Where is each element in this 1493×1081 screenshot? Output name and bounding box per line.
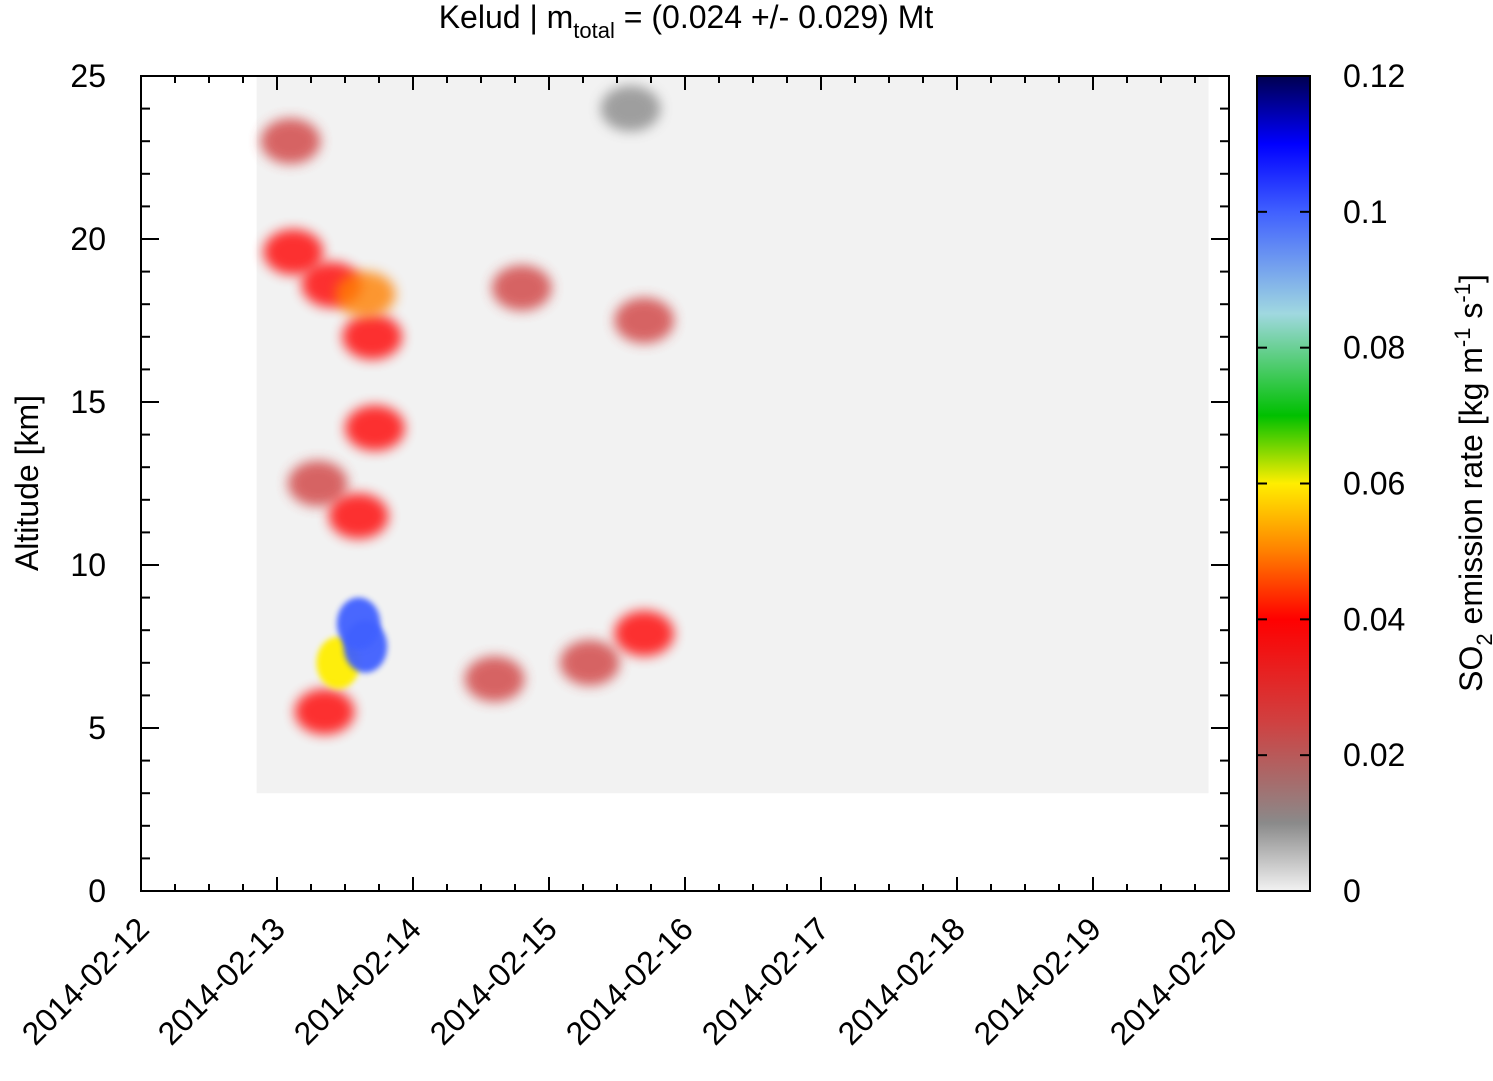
heatmap-cell (287, 460, 348, 507)
heatmap-cell (345, 405, 405, 451)
colorbar-tick-label: 0 (1343, 873, 1361, 909)
colorbar-label: SO2 emission rate [kg m-1 s-1] (1450, 274, 1493, 692)
x-tick-label: 2014-02-17 (695, 910, 836, 1051)
heatmap-cell (260, 118, 321, 165)
heatmap-cell (491, 265, 552, 311)
heatmap-cell (328, 493, 389, 539)
heatmap-cell (464, 656, 525, 702)
y-axis-ticks: 0 5 10 15 20 25 (70, 58, 1229, 909)
x-tick-label: 2014-02-18 (831, 910, 972, 1051)
heatmap-cell (263, 229, 324, 275)
colorbar-tick-label: 0.02 (1343, 737, 1405, 773)
heatmap-cell (336, 597, 381, 650)
heatmap-plot-area (256, 76, 1209, 794)
y-tick-label: 5 (88, 710, 106, 746)
y-tick-label: 25 (70, 58, 106, 94)
y-tick-label: 10 (70, 547, 106, 583)
colorbar-tick-label: 0.12 (1343, 58, 1405, 94)
y-tick-label: 15 (70, 384, 106, 420)
x-tick-label: 2014-02-16 (559, 910, 700, 1051)
x-tick-label: 2014-02-14 (287, 910, 428, 1051)
heatmap-cell (614, 610, 675, 657)
x-tick-label: 2014-02-12 (15, 910, 156, 1051)
y-tick-label: 20 (70, 221, 106, 257)
colorbar-tick-label: 0.04 (1343, 601, 1405, 637)
heatmap-background (256, 76, 1209, 794)
y-tick-label: 0 (88, 873, 106, 909)
colorbar-tick-label: 0.08 (1343, 330, 1405, 366)
heatmap-cell (600, 85, 661, 132)
heatmap-cell (559, 639, 620, 686)
heatmap-cell (614, 297, 675, 344)
heatmap-cell (342, 313, 403, 360)
x-tick-label: 2014-02-13 (151, 910, 292, 1051)
x-tick-label: 2014-02-20 (1103, 910, 1244, 1051)
x-tick-label: 2014-02-19 (967, 910, 1108, 1051)
y-axis-label: Altitude [km] (9, 395, 45, 571)
heatmap-cell (335, 271, 396, 318)
heatmap-cell (294, 688, 355, 735)
x-tick-label: 2014-02-15 (423, 910, 564, 1051)
colorbar-tick-label: 0.06 (1343, 466, 1405, 502)
colorbar-tick-label: 0.1 (1343, 194, 1387, 230)
chart-title: Kelud | mtotal = (0.024 +/- 0.029) Mt (439, 0, 934, 43)
colorbar-ticks: 0 0.02 0.04 0.06 0.08 0.1 0.12 (1257, 58, 1405, 909)
